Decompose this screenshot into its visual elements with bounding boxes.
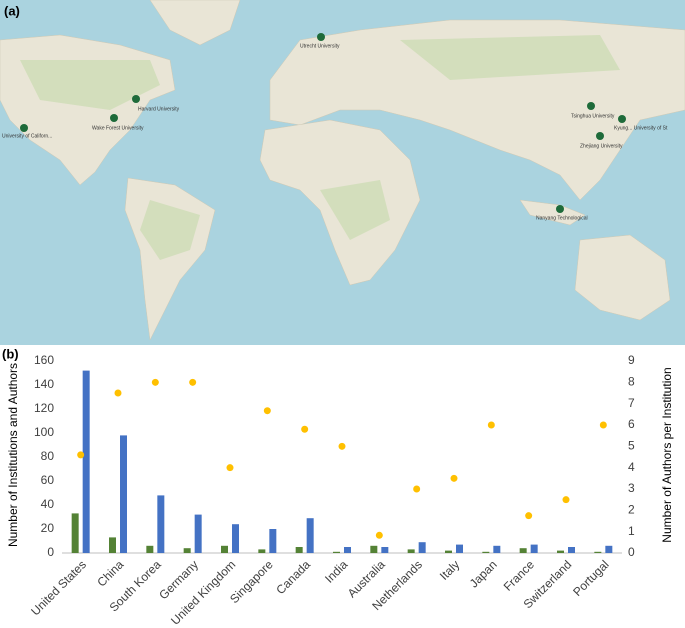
map: (a) University of Californ... Harvard Univ… (0, 0, 685, 345)
y2-tick-label: 4 (628, 460, 635, 474)
bar (306, 518, 314, 553)
bar (82, 370, 90, 553)
bar (344, 547, 351, 553)
point (562, 496, 570, 504)
bar (221, 545, 228, 553)
point (525, 512, 533, 520)
panel-label: (a) (4, 3, 20, 18)
pin-label: Kyung... University of St (614, 125, 668, 131)
vegetation (20, 35, 620, 260)
y-tick-label: 160 (34, 353, 54, 367)
bar (120, 435, 127, 553)
bar (519, 548, 527, 553)
point (599, 421, 607, 429)
y2-tick-label: 1 (628, 524, 635, 538)
bar (407, 549, 415, 553)
pin-label: Wake Forest University (92, 125, 144, 131)
point (189, 378, 197, 386)
y-tick-label: 100 (34, 425, 54, 439)
y-tick-label: 120 (34, 401, 54, 415)
bar (445, 550, 452, 553)
x-tick-label: Japan (467, 557, 500, 590)
pin-label: University of Californ... (2, 133, 52, 139)
bar (605, 545, 613, 553)
bar (370, 545, 378, 553)
bar (530, 544, 538, 553)
pins (20, 33, 626, 213)
pin-label: Tsinghua University (571, 113, 615, 119)
y-tick-label: 20 (41, 521, 55, 535)
y-axis-title: Number of Institutions and Authors (6, 363, 20, 547)
pin-label: Zhejiang University (580, 143, 623, 149)
point (338, 442, 346, 450)
y2-tick-label: 7 (628, 396, 635, 410)
y2-tick-label: 2 (628, 503, 635, 517)
bar (418, 542, 426, 553)
bar (109, 537, 116, 553)
point (151, 378, 159, 386)
y-tick-label: 80 (41, 449, 55, 463)
bar (295, 547, 303, 553)
panel-label: (b) (2, 346, 19, 361)
x-tick-label: France (501, 557, 538, 594)
bar (146, 545, 154, 553)
bar (333, 551, 340, 553)
y-tick-label: 60 (41, 473, 55, 487)
pin-label: Harvard University (138, 106, 180, 112)
x-tick-label: Canada (273, 557, 313, 597)
bar (482, 551, 490, 553)
y2-tick-label: 5 (628, 439, 635, 453)
y-tick-label: 40 (41, 497, 55, 511)
bar (183, 548, 191, 553)
x-tick-label: United Kingdom (168, 557, 238, 627)
x-tick-label: Portugal (570, 557, 612, 599)
bar (493, 545, 501, 553)
point (114, 389, 122, 397)
point (375, 531, 383, 539)
point (226, 464, 234, 472)
y2-tick-label: 0 (628, 545, 635, 559)
y2-tick-label: 9 (628, 353, 635, 367)
bar (568, 547, 575, 553)
point (487, 421, 495, 429)
y2-axis-title: Number of Authors per Institution (660, 367, 674, 542)
y2-tick-label: 6 (628, 417, 635, 431)
pin-label: Nanyang Technological (536, 215, 588, 221)
x-tick-label: China (94, 557, 126, 589)
y-tick-label: 140 (34, 377, 54, 391)
bar (594, 551, 602, 553)
bar (71, 513, 79, 553)
bar (557, 550, 564, 553)
bar (258, 549, 266, 553)
bar (269, 529, 277, 553)
x-tick-label: Italy (437, 557, 462, 582)
point (263, 407, 271, 415)
chart: (b) Number of Institutions and Authors N… (2, 346, 674, 627)
y2-tick-label: 3 (628, 481, 635, 495)
point (450, 474, 458, 482)
bar (456, 544, 463, 553)
bar (381, 547, 389, 553)
y-tick-label: 0 (47, 545, 54, 559)
bar (157, 495, 165, 553)
x-tick-label: United States (28, 557, 89, 618)
pin-label: Utrecht University (300, 43, 340, 49)
y2-tick-label: 8 (628, 375, 635, 389)
bar (194, 514, 202, 553)
point (413, 485, 421, 493)
point (301, 425, 309, 433)
bar (232, 524, 239, 553)
point (77, 451, 85, 459)
x-tick-label: India (322, 557, 351, 586)
